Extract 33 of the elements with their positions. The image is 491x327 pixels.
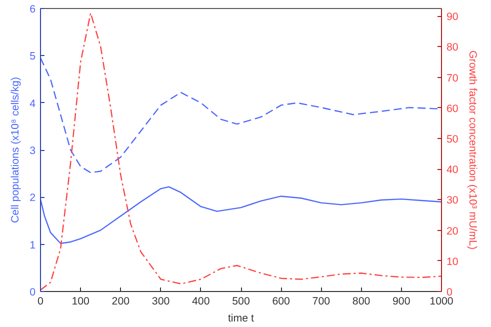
y2-tick-label: 20 <box>446 225 458 238</box>
y2-tick-label: 50 <box>446 134 458 146</box>
x-tick-label: 300 <box>152 296 170 308</box>
y-tick-label: 2 <box>30 192 36 204</box>
line-series <box>40 186 442 244</box>
x-axis-title: time t <box>228 312 254 324</box>
x-tick-label: 600 <box>272 296 290 308</box>
x-tick-label: 100 <box>72 296 90 308</box>
y2-tick-label: 90 <box>446 11 458 24</box>
x-tick-label: 500 <box>232 296 250 308</box>
y-tick-label: 1 <box>30 239 36 252</box>
x-tick-label: 1000 <box>430 296 454 308</box>
y-tick-label: 5 <box>30 50 36 63</box>
y2-tick-label: 70 <box>446 72 458 84</box>
y-tick-label: 6 <box>30 4 36 16</box>
x-tick-label: 900 <box>392 296 410 308</box>
y2-tick-label: 30 <box>446 194 458 207</box>
y-tick-label: 4 <box>30 98 36 110</box>
y-tick-label: 3 <box>30 145 36 157</box>
x-tick-label: 400 <box>192 296 210 308</box>
line-series <box>40 12 442 291</box>
x-tick-label: 700 <box>312 296 330 308</box>
x-tick-label: 200 <box>112 296 130 308</box>
y2-tick-label: 10 <box>446 256 458 268</box>
y2-tick-label: 0 <box>446 286 452 298</box>
y2-tick-label: 40 <box>446 164 458 176</box>
y-tick-label: 0 <box>30 286 36 298</box>
y2-tick-label: 60 <box>446 102 458 115</box>
y2-axis-title: Growth factor concentration (x10³ mU/mL) <box>466 50 478 250</box>
x-tick-label: 0 <box>38 296 44 308</box>
y-axis-title: Cell populations (x10⁸ cells/kg) <box>10 76 22 224</box>
x-tick-label: 800 <box>352 296 370 308</box>
y2-tick-label: 80 <box>446 42 458 54</box>
